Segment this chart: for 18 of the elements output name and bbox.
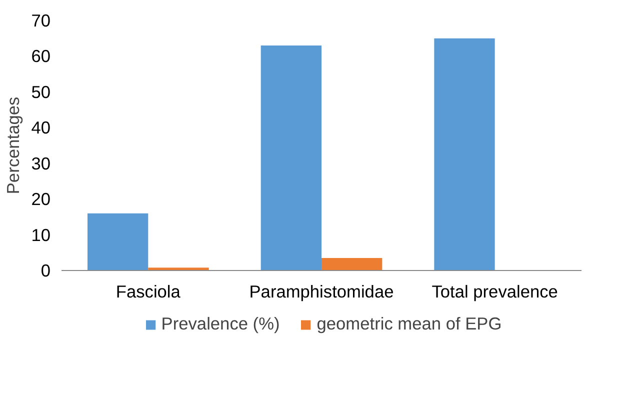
x-tick-label: Paramphistomidae (249, 282, 394, 302)
y-tick-label: 0 (40, 260, 51, 280)
y-tick-label: 40 (31, 118, 51, 138)
bar (88, 213, 148, 270)
bar (434, 38, 495, 270)
y-tick-label: 70 (31, 10, 51, 30)
legend-label: Prevalence (%) (161, 314, 280, 334)
legend-label: geometric mean of EPG (316, 314, 502, 334)
y-tick-label: 30 (31, 153, 51, 174)
y-axis-title: Percentages (3, 96, 24, 194)
x-tick-label: Total prevalence (432, 282, 558, 302)
x-tick-label: Fasciola (116, 282, 181, 302)
y-tick-label: 20 (31, 189, 51, 210)
bar (322, 258, 382, 270)
y-tick-label: 50 (31, 82, 51, 102)
bar (260, 46, 322, 270)
y-tick-label: 10 (31, 224, 51, 245)
y-tick-label: 60 (31, 46, 51, 66)
